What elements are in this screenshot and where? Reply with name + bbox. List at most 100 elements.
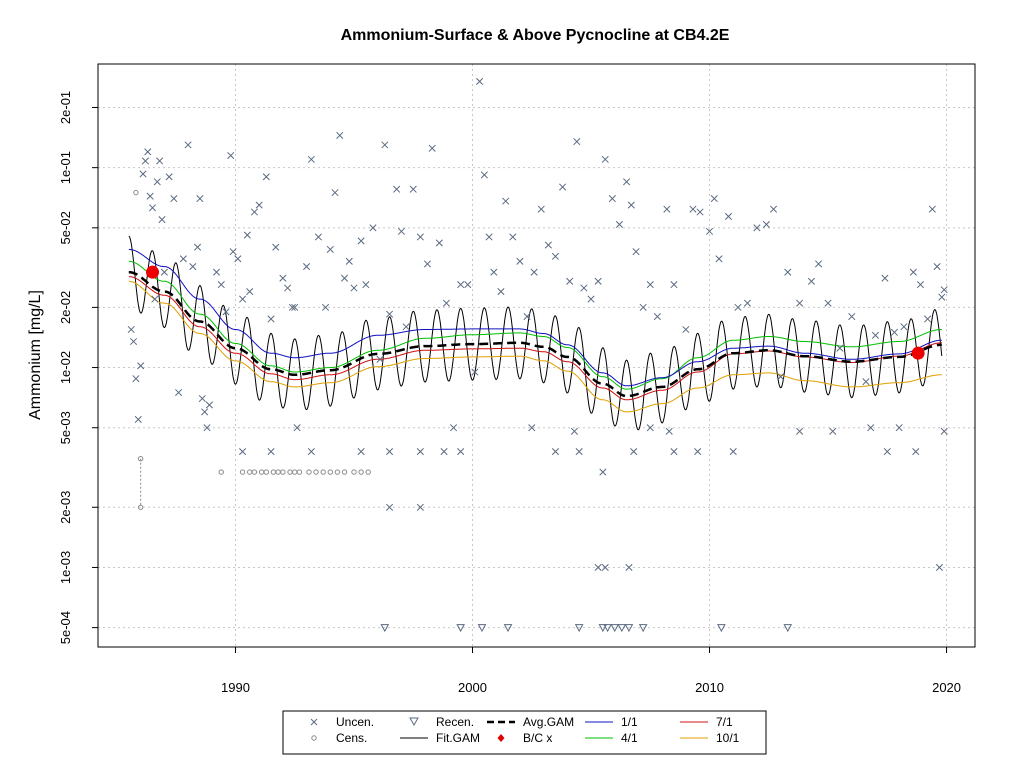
x-stroke bbox=[689, 205, 697, 213]
uncensored-point bbox=[397, 227, 405, 235]
censored-point bbox=[275, 469, 281, 475]
x-stroke bbox=[357, 447, 365, 456]
uncensored-point bbox=[156, 157, 164, 165]
x-stroke bbox=[409, 185, 417, 193]
uncensored-point bbox=[340, 274, 349, 282]
uncensored-point bbox=[148, 204, 157, 212]
uncensored-point bbox=[900, 323, 908, 331]
x-stroke bbox=[566, 277, 574, 285]
uncensored-point bbox=[234, 255, 242, 263]
x-stroke bbox=[544, 241, 552, 249]
x-stroke bbox=[824, 299, 832, 307]
legend-label: Recen. bbox=[436, 715, 474, 729]
uncensored-point bbox=[710, 195, 718, 203]
uncensored-point bbox=[222, 308, 230, 316]
uncensored-point bbox=[824, 299, 832, 307]
legend-symbol bbox=[409, 717, 419, 727]
recensored-point bbox=[574, 624, 584, 633]
uncensored-point bbox=[935, 563, 943, 572]
x-stroke bbox=[516, 257, 524, 265]
uncensored-point bbox=[689, 205, 697, 213]
x-stroke bbox=[217, 281, 225, 289]
x-tick-label: 1990 bbox=[221, 680, 250, 695]
legend-label: Fit.GAM bbox=[436, 731, 480, 745]
censored-point bbox=[246, 469, 253, 475]
uncensored-point bbox=[267, 315, 275, 323]
uncensored-point bbox=[160, 268, 168, 276]
x-stroke bbox=[381, 141, 389, 149]
x-stroke bbox=[807, 277, 816, 285]
x-stroke bbox=[632, 248, 640, 256]
legend-label: 4/1 bbox=[621, 731, 638, 745]
uncensored-point bbox=[862, 378, 870, 386]
x-stroke bbox=[158, 215, 166, 224]
x-stroke bbox=[229, 248, 237, 256]
uncensored-point bbox=[357, 447, 365, 456]
uncensored-point bbox=[594, 563, 602, 572]
uncensored-point bbox=[416, 447, 424, 456]
censored-point bbox=[258, 469, 265, 475]
uncensored-point bbox=[796, 299, 804, 307]
legend-entry: Uncen. bbox=[310, 715, 374, 729]
x-stroke bbox=[369, 224, 377, 232]
y-tick-label: 2e-02 bbox=[58, 291, 73, 324]
x-stroke bbox=[625, 563, 633, 572]
x-stroke bbox=[134, 415, 142, 424]
uncensored-point bbox=[587, 295, 595, 303]
uncensored-point bbox=[153, 178, 161, 186]
censored-point bbox=[296, 469, 303, 475]
uncensored-point bbox=[127, 325, 135, 334]
x-stroke bbox=[796, 299, 804, 307]
y-axis-label: Ammonium [mg/L] bbox=[27, 290, 44, 420]
censored-point bbox=[251, 469, 258, 475]
recensored-point bbox=[380, 624, 390, 633]
x-stroke bbox=[393, 185, 401, 193]
uncensored-point bbox=[665, 427, 673, 435]
uncensored-point bbox=[575, 447, 583, 456]
uncensored-point bbox=[255, 201, 263, 209]
uncensored-point bbox=[670, 281, 678, 289]
uncensored-point bbox=[784, 268, 792, 276]
x-stroke bbox=[615, 220, 624, 228]
x-stroke bbox=[523, 312, 531, 321]
recensored-point bbox=[598, 624, 608, 633]
uncensored-point bbox=[272, 243, 280, 251]
uncensored-point bbox=[912, 447, 920, 456]
x-stroke bbox=[345, 257, 353, 265]
y-tick-label: 1e-02 bbox=[58, 351, 73, 384]
recensored-point bbox=[717, 624, 726, 633]
uncensored-point bbox=[753, 224, 761, 232]
uncensored-point bbox=[480, 171, 488, 179]
uncensored-point bbox=[815, 260, 823, 268]
x-stroke bbox=[239, 447, 247, 456]
recensored-point bbox=[456, 624, 465, 633]
censored-point bbox=[292, 469, 298, 475]
uncensored-point bbox=[307, 155, 315, 163]
x-stroke bbox=[895, 424, 903, 432]
uncensored-point bbox=[170, 195, 178, 203]
x-stroke bbox=[476, 77, 484, 85]
uncensored-point bbox=[239, 295, 247, 303]
x-stroke bbox=[938, 293, 946, 301]
x-tick-label: 2020 bbox=[932, 680, 961, 695]
recensored-point bbox=[603, 624, 612, 633]
censored-point bbox=[313, 469, 319, 475]
uncensored-point bbox=[594, 277, 602, 285]
x-stroke bbox=[848, 312, 856, 321]
uncensored-point bbox=[267, 447, 275, 456]
uncensored-point bbox=[440, 447, 448, 456]
x-stroke bbox=[314, 233, 322, 241]
y-tick-label: 2e-01 bbox=[58, 91, 73, 124]
uncensored-point bbox=[203, 424, 211, 432]
x-stroke bbox=[160, 268, 168, 276]
y-tick-label: 1e-03 bbox=[58, 551, 73, 584]
x-stroke bbox=[362, 281, 370, 289]
uncensored-point bbox=[796, 427, 804, 435]
x-stroke bbox=[402, 323, 410, 331]
x-stroke bbox=[528, 424, 536, 432]
censored-point bbox=[341, 469, 348, 475]
uncensored-point bbox=[485, 233, 493, 241]
recensored-point bbox=[610, 624, 620, 633]
uncensored-point bbox=[457, 447, 465, 456]
bc-point bbox=[146, 265, 160, 279]
